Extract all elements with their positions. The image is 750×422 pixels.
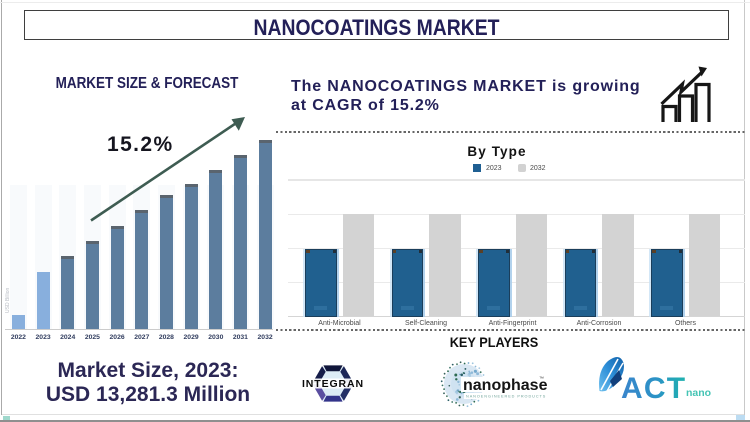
svg-text:NANOENGINEERED PRODUCTS: NANOENGINEERED PRODUCTS <box>466 395 546 399</box>
svg-text:nano: nano <box>686 387 711 399</box>
svg-text:ACT: ACT <box>621 372 686 404</box>
svg-text:nanophase: nanophase <box>463 377 548 394</box>
svg-text:INTEGRAN: INTEGRAN <box>302 378 364 390</box>
svg-text:™: ™ <box>539 376 544 382</box>
